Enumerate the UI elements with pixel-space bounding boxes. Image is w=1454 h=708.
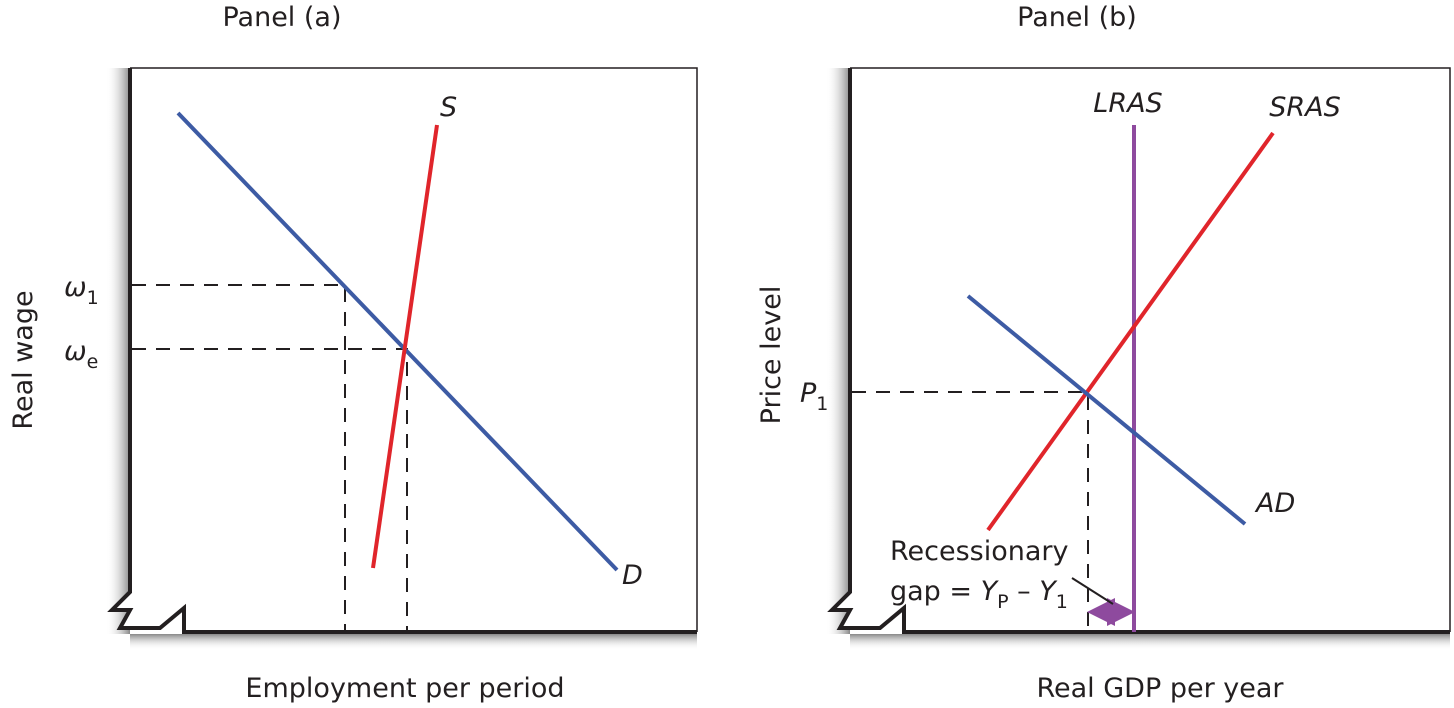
panel-b-title: Panel (b) — [1017, 2, 1137, 33]
frame — [130, 67, 698, 632]
panel-a-title: Panel (a) — [222, 2, 341, 33]
panel-b: Panel (b) LRAS SRAS AD P1 Price level Re… — [756, 2, 1451, 704]
price-1-dashed-guide — [852, 391, 1089, 632]
sras-label: SRAS — [1269, 92, 1341, 123]
supply-curve — [371, 124, 439, 569]
supply-label: S — [440, 92, 457, 123]
demand-label: D — [622, 560, 643, 591]
panel-a: Panel (a) S D ω1 ωe Real wage Employment… — [8, 2, 698, 704]
lras-label: LRAS — [1093, 88, 1162, 119]
y-axis-label: Real wage — [8, 290, 39, 429]
axis-shadow — [850, 634, 1450, 650]
axis-shadow — [130, 634, 697, 650]
price-1-label: P1 — [800, 378, 828, 415]
wage-1-dashed-guide — [132, 284, 346, 632]
x-axis-label: Employment per period — [245, 673, 564, 704]
axis-shadow — [106, 68, 130, 634]
recessionary-gap-label-line2: gap = YP – Y1 — [890, 576, 1068, 613]
sras-curve — [986, 131, 1275, 532]
wage-e-label: ωe — [64, 336, 98, 373]
ad-curve — [966, 294, 1247, 526]
y-axis-label: Price level — [756, 286, 787, 425]
axes-with-break — [827, 68, 1450, 634]
axis-shadow — [826, 68, 850, 634]
x-axis-label: Real GDP per year — [1036, 673, 1284, 704]
wage-1-label: ω1 — [64, 272, 99, 309]
recessionary-gap-label-line1: Recessionary — [890, 536, 1069, 567]
frame — [850, 67, 1451, 632]
demand-curve — [176, 111, 619, 572]
gap-leader-line — [1071, 577, 1114, 605]
ad-label: AD — [1254, 488, 1295, 519]
